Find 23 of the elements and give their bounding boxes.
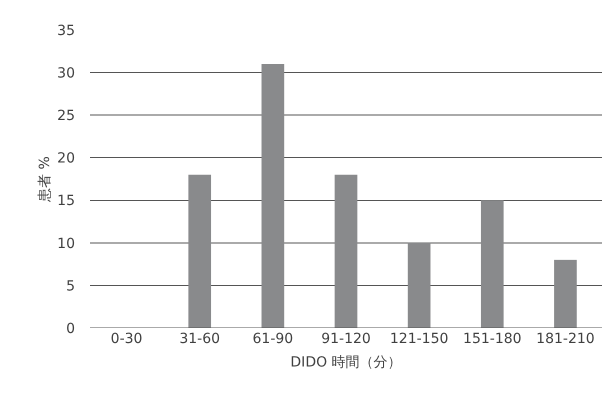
x-axis-title: DIDO 時間（分） xyxy=(290,354,402,370)
bar xyxy=(480,200,504,328)
bar xyxy=(188,174,212,328)
x-tick-label: 31-60 xyxy=(179,331,220,347)
y-tick-label: 25 xyxy=(57,108,75,124)
y-axis-title: 患者 % xyxy=(36,156,53,203)
y-tick-label: 15 xyxy=(57,193,75,210)
y-tick-label: 10 xyxy=(57,236,75,252)
x-tick-label: 121-150 xyxy=(390,331,448,347)
y-tick-label: 35 xyxy=(57,22,75,39)
x-tick-label: 0-30 xyxy=(110,331,142,347)
bar xyxy=(554,260,577,328)
y-tick-label: 30 xyxy=(57,65,75,82)
y-tick-label: 0 xyxy=(66,320,75,337)
x-tick-label: 151-180 xyxy=(463,331,522,347)
y-tick-label: 5 xyxy=(66,278,75,294)
x-tick-label: 181-210 xyxy=(536,331,595,347)
y-tick-label: 20 xyxy=(57,150,75,167)
x-tick-label: 91-120 xyxy=(321,331,371,347)
bar xyxy=(408,242,430,328)
x-tick-label: 61-90 xyxy=(252,331,294,347)
bar xyxy=(262,64,284,328)
bar xyxy=(334,174,358,328)
